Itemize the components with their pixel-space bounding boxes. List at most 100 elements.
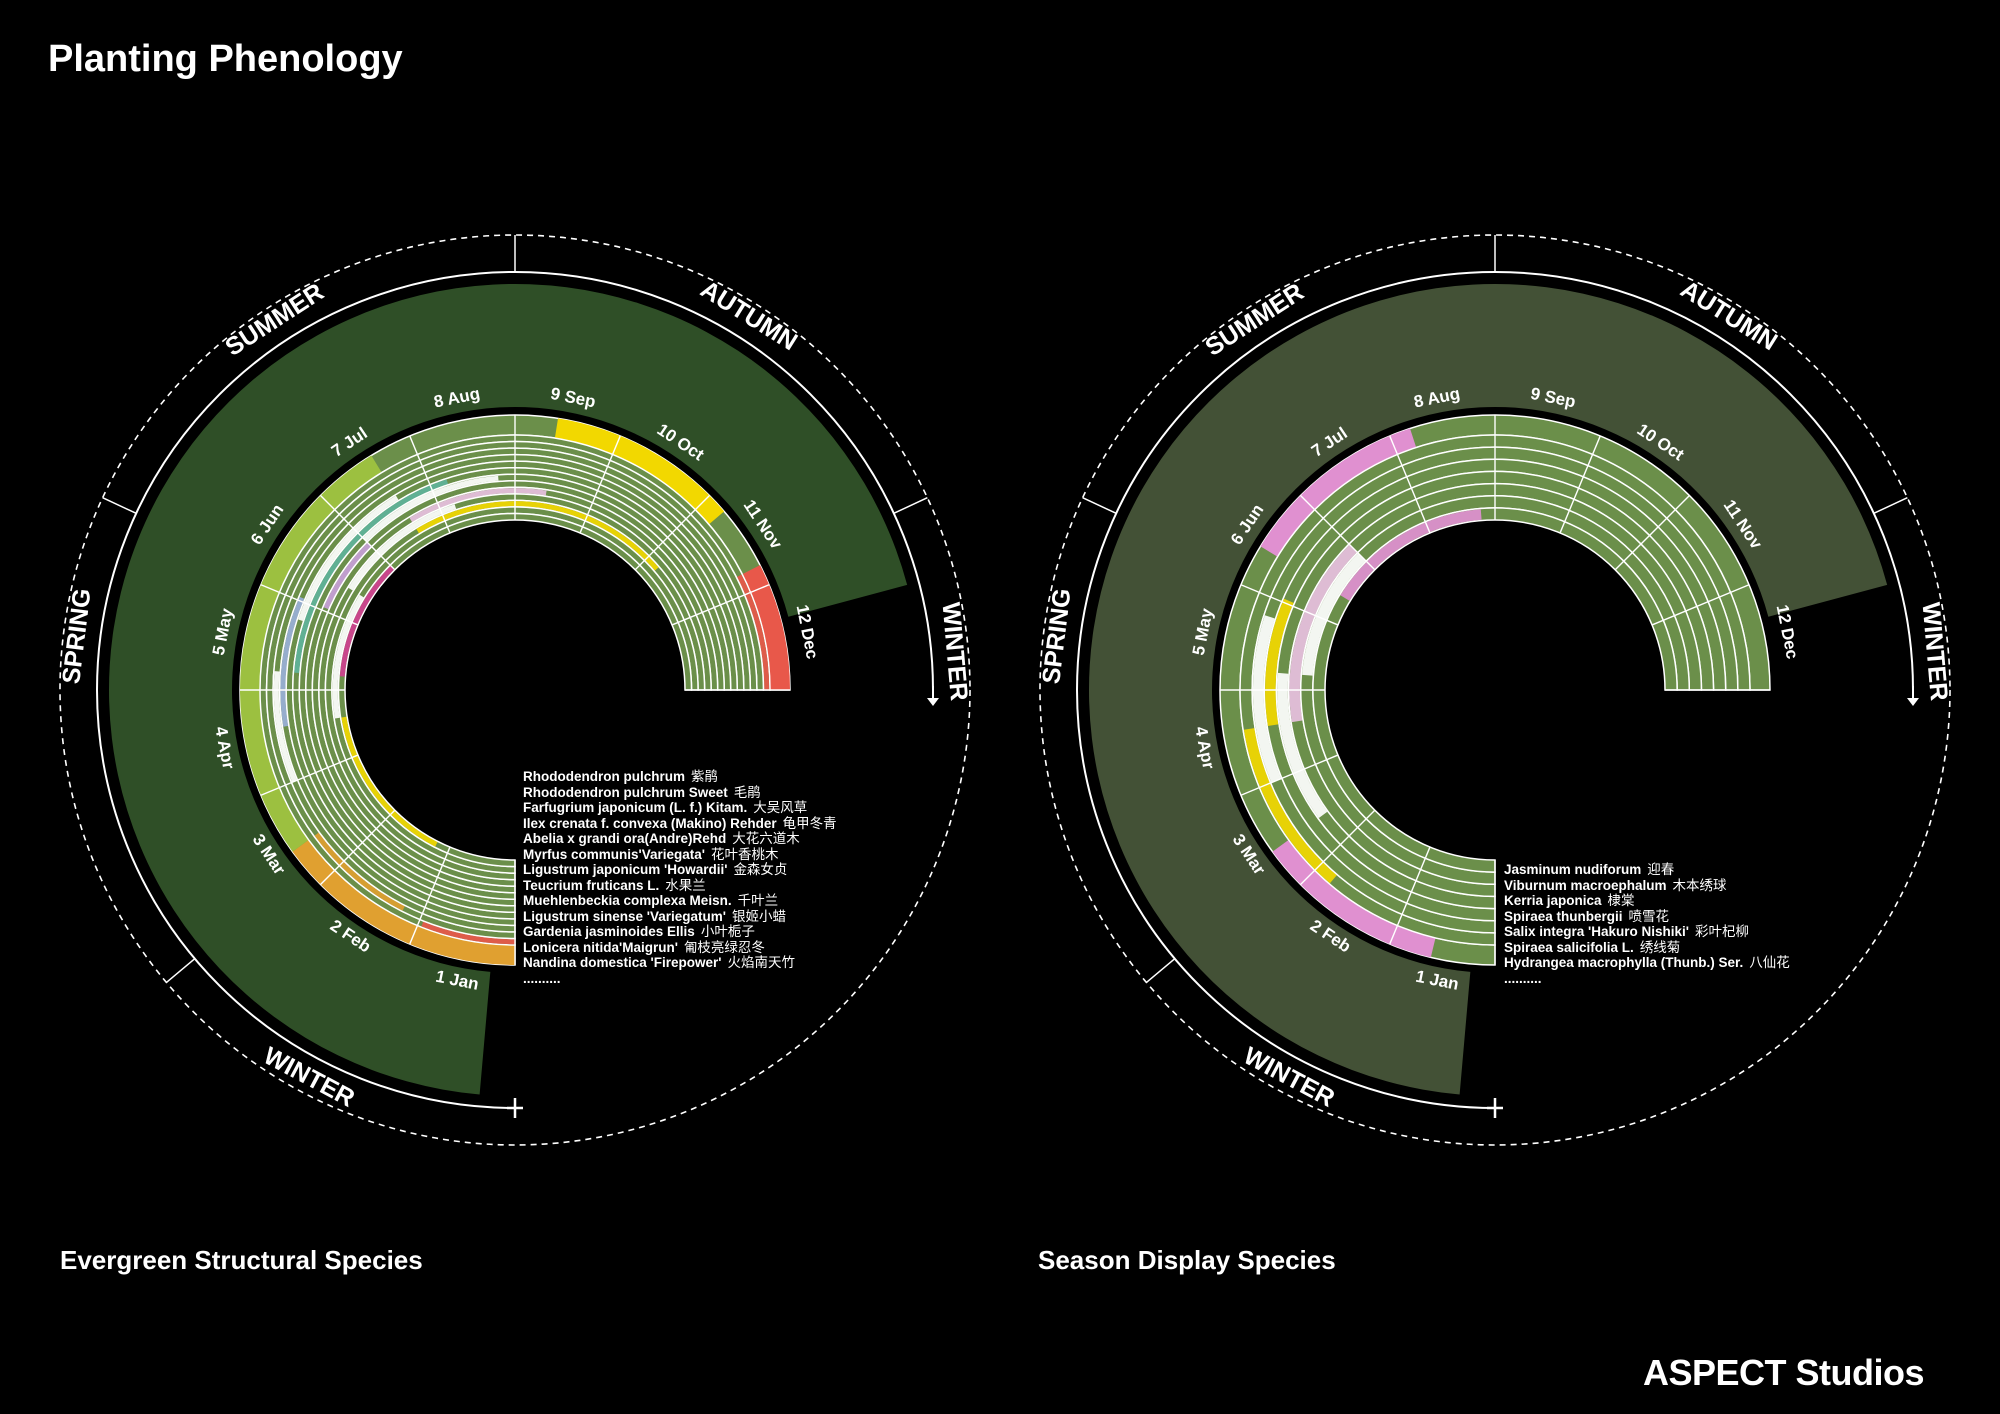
species-legend-item: Muehlenbeckia complexa Meisn. 千叶兰	[523, 893, 837, 909]
caption-evergreen: Evergreen Structural Species	[60, 1245, 423, 1275]
caption-season-display: Season Display Species	[1038, 1245, 1336, 1275]
species-legend-item: Farfugrium japonicum (L. f.) Kitam. 大吴风草	[523, 800, 837, 816]
species-legend-item: Viburnum macroephalum 木本绣球	[1504, 878, 1790, 894]
species-legend-item: Salix integra 'Hakuro Nishiki' 彩叶杞柳	[1504, 924, 1790, 940]
species-latin-name: Kerria japonica	[1504, 893, 1602, 908]
season-label: SPRING	[1037, 587, 1076, 686]
season-label: SPRING	[57, 587, 96, 686]
season-arc-arrow-icon	[927, 698, 939, 706]
flowering-band	[1289, 544, 1358, 723]
outer-band-highlight	[554, 418, 725, 525]
flowering-band	[339, 565, 395, 677]
month-divider	[320, 495, 396, 571]
month-divider	[1300, 495, 1376, 571]
species-chinese-name: 迎春	[1647, 862, 1675, 877]
season-divider	[893, 497, 928, 515]
species-legend-item: ..........	[523, 971, 837, 987]
species-chinese-name: 彩叶杞柳	[1694, 924, 1749, 939]
season-arc	[96, 271, 934, 1109]
species-latin-name: Salix integra 'Hakuro Nishiki'	[1504, 924, 1689, 939]
outer-band-highlight	[742, 565, 791, 690]
month-divider	[260, 754, 359, 796]
species-legend-item: Rhododendron pulchrum 紫鹃	[523, 769, 837, 785]
species-latin-name: Spiraea thunbergii	[1504, 908, 1623, 924]
species-latin-name: Jasminum nudiforum	[1504, 862, 1642, 877]
species-chinese-name: 匍枝亮绿忍冬	[683, 939, 765, 955]
species-chinese-name: 毛鹃	[733, 784, 761, 800]
flowering-band	[1252, 615, 1282, 783]
species-chinese-name: 棣棠	[1607, 893, 1635, 908]
month-divider	[409, 435, 451, 534]
month-divider	[1300, 809, 1376, 885]
month-divider	[1389, 846, 1431, 945]
species-latin-name: Myrfus communis'Variegata'	[523, 846, 705, 862]
species-chinese-name: 花叶香桃木	[710, 846, 779, 862]
species-legend-item: ..........	[1504, 971, 1790, 987]
species-latin-name: Nandina domestica 'Firepower'	[523, 955, 722, 970]
species-legend-item: Spiraea salicifolia L. 绣线菊	[1504, 940, 1790, 956]
species-legend-item: Kerria japonica 棣棠	[1504, 893, 1790, 909]
page-title: Planting Phenology	[48, 38, 403, 80]
flowering-band	[1277, 672, 1328, 819]
species-chinese-name: 紫鹃	[690, 769, 718, 784]
species-legend-item: Ligustrum sinense 'Variegatum' 银姬小蜡	[523, 909, 837, 925]
species-legend-season-display: Jasminum nudiforum 迎春 Viburnum macroephalu…	[1504, 862, 1790, 986]
flowering-band	[314, 832, 405, 911]
species-latin-name: Rhododendron pulchrum	[523, 769, 685, 784]
species-latin-name: Lonicera nitida'Maigrun'	[523, 939, 678, 955]
species-chinese-name: 喷雪花	[1628, 908, 1670, 924]
species-latin-name: Spiraea salicifolia L.	[1504, 939, 1634, 955]
species-chinese-name: 水果兰	[665, 877, 706, 893]
species-chinese-name: 八仙花	[1749, 955, 1790, 970]
flowering-band	[1243, 728, 1337, 884]
outer-dashed-circle	[59, 234, 971, 1146]
outer-dashed-circle	[1039, 234, 1951, 1146]
species-legend-item: Lonicera nitida'Maigrun' 匍枝亮绿忍冬	[523, 940, 837, 956]
season-arc	[1076, 271, 1914, 1109]
species-latin-name: Rhododendron pulchrum Sweet	[523, 784, 728, 800]
season-arc-arrow-icon	[1907, 698, 1919, 706]
month-divider	[320, 809, 396, 885]
month-divider	[1240, 584, 1339, 626]
species-latin-name: Abelia x grandi ora(Andre)Rehd	[523, 831, 727, 846]
species-legend-item: Ligustrum japonicum 'Howardii' 金森女贞	[523, 862, 837, 878]
season-divider	[1873, 497, 1908, 515]
species-chinese-name: 小叶栀子	[700, 924, 755, 939]
species-legend-evergreen: Rhododendron pulchrum 紫鹃 Rhododendron pulc…	[523, 769, 837, 986]
flowering-band	[273, 671, 297, 783]
season-divider	[165, 958, 196, 984]
species-chinese-name: 金森女贞	[733, 862, 788, 877]
month-divider	[1389, 435, 1431, 534]
species-latin-name: Gardenia jasminoides Ellis	[523, 924, 695, 939]
season-divider	[1082, 497, 1117, 515]
species-latin-name: Ilex crenata f. convexa (Makino) Rehder	[523, 815, 777, 831]
species-chinese-name: 大吴风草	[753, 800, 808, 815]
species-latin-name: Hydrangea macrophylla (Thunb.) Ser.	[1504, 955, 1744, 970]
species-chinese-name: 火焰南天竹	[727, 955, 795, 970]
month-divider	[1240, 754, 1339, 796]
flowering-band	[737, 574, 770, 690]
species-legend-item: Jasminum nudiforum 迎春	[1504, 862, 1790, 878]
flowering-band	[409, 488, 547, 523]
month-divider	[260, 584, 359, 626]
season-label: WINTER	[936, 601, 972, 702]
month-divider	[671, 584, 770, 626]
species-chinese-name: 绣线菊	[1639, 939, 1681, 955]
flowering-band	[332, 594, 364, 719]
species-latin-name: ..........	[523, 970, 561, 986]
species-latin-name: Viburnum macroephalum	[1504, 877, 1667, 893]
species-chinese-name: 千叶兰	[737, 893, 779, 908]
month-divider	[634, 495, 710, 571]
species-latin-name: Ligustrum japonicum 'Howardii'	[523, 862, 728, 877]
month-label: 12 Dec	[1773, 603, 1802, 660]
species-latin-name: Farfugrium japonicum (L. f.) Kitam.	[523, 800, 748, 815]
outer-band-highlight	[1260, 428, 1417, 557]
species-latin-name: Teucrium fruticans L.	[523, 877, 660, 893]
species-chinese-name: 龟甲冬青	[782, 815, 837, 831]
outer-band-highlight	[239, 455, 382, 852]
planting-photo-strip	[108, 284, 908, 1095]
species-latin-name: ..........	[1504, 970, 1542, 986]
